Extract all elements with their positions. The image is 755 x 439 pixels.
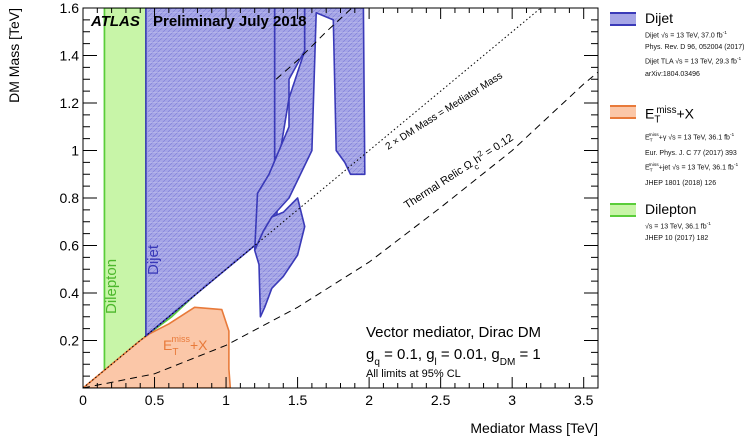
region-dilepton-1 [103,8,147,388]
dilepton-region-label: Dilepton [103,259,120,314]
x-tick-label: 3.5 [574,392,594,408]
x-tick-label: 0.5 [145,392,165,408]
legend-swatch-dijet [610,12,636,26]
kinematic-line-label: 2 × DM Mass = Mediator Mass [384,70,505,152]
legend-reference-line: arXiv:1804.03496 [645,70,700,78]
x-tick-label: 2.5 [431,392,451,408]
legend-reference-line: Eur. Phys. J. C 77 (2017) 393 [645,150,737,158]
cl-annotation: All limits at 95% CL [366,368,461,380]
legend-entry-dijet: Dijet Dijet √s = 13 TeV, 37.0 fb-1 Phys. R… [610,8,744,81]
couplings-annotation: gq = 0.1, gl = 0.01, gDM = 1 [366,346,541,368]
relic-upper-line [275,8,353,80]
y-tick-label: 0.6 [60,238,80,254]
legend-swatch-dilepton [610,203,636,217]
legend-reference-line: ETmiss+γ √s = 13 TeV, 36.1 fb-1 [645,133,735,145]
y-axis-label: DM Mass [TeV] [6,8,22,103]
dijet-region-label: Dijet [145,244,162,275]
y-tick-label: 0.8 [60,190,80,206]
legend-title: Dijet [645,10,674,26]
legend-entry-dilepton: Dilepton √s = 13 TeV, 36.1 fb-1 JHEP 10 (2… [610,199,711,245]
y-tick-label: 1.2 [60,95,80,111]
chart-title: Preliminary July 2018 [153,13,306,30]
legend-reference-line: ETmiss+jet √s = 13 TeV, 36.1 fb-1 [645,163,739,174]
annotation-box: Vector mediator, Dirac DM gq = 0.1, gl =… [366,324,541,380]
legend-reference-line: Dijet √s = 13 TeV, 37.0 fb-1 [645,31,727,40]
legend-swatch-metx [610,105,636,119]
y-tick-label: 0.4 [60,285,80,301]
legend-entry-metx: ETmiss+X ETmiss+γ √s = 13 TeV, 36.1 fb-1 E… [610,101,738,190]
experiment-label: ATLAS [90,13,140,30]
legend-reference-line: Phys. Rev. D 96, 052004 (2017) [645,44,745,52]
axis-ticks [82,7,598,388]
region-dijet-0 [145,8,276,337]
tick-labels: 0 0.5 1 1.5 2 2.5 3 3.5 0.2 0.4 0.6 0.8 1 1.2 1.4 1.6 [60,0,594,408]
model-annotation: Vector mediator, Dirac DM [366,324,541,341]
relic-line-label: Thermal Relic Ωch2 = 0.12 [401,130,518,215]
relic-line [83,71,598,388]
reference-lines [83,8,598,388]
y-tick-label: 1 [71,143,79,159]
x-tick-label: 2 [365,392,373,408]
y-tick-label: 1.4 [60,48,80,64]
region-dijet-3 [253,197,306,318]
kinematic-line [83,8,542,388]
x-tick-label: 1.5 [288,392,308,408]
plot-header: ATLAS Preliminary July 2018 [90,13,306,30]
x-axis-label: Mediator Mass [TeV] [470,420,598,436]
x-tick-label: 1 [222,392,230,408]
exclusion-regions [83,8,366,388]
x-tick-label: 0 [79,392,87,408]
x-tick-label: 3 [508,392,516,408]
legend-title: Dilepton [645,201,697,217]
legend-reference-line: JHEP 10 (2017) 182 [645,235,709,243]
legend-title: ETmiss+X [645,105,694,126]
y-tick-label: 0.2 [60,333,80,349]
legend-reference-line: JHEP 1801 (2018) 126 [645,179,717,187]
legend-reference-line: Dijet TLA √s = 13 TeV, 29.3 fb-1 [645,57,742,66]
y-tick-label: 1.6 [60,0,80,16]
legend-reference-line: √s = 13 TeV, 36.1 fb-1 [645,222,711,231]
